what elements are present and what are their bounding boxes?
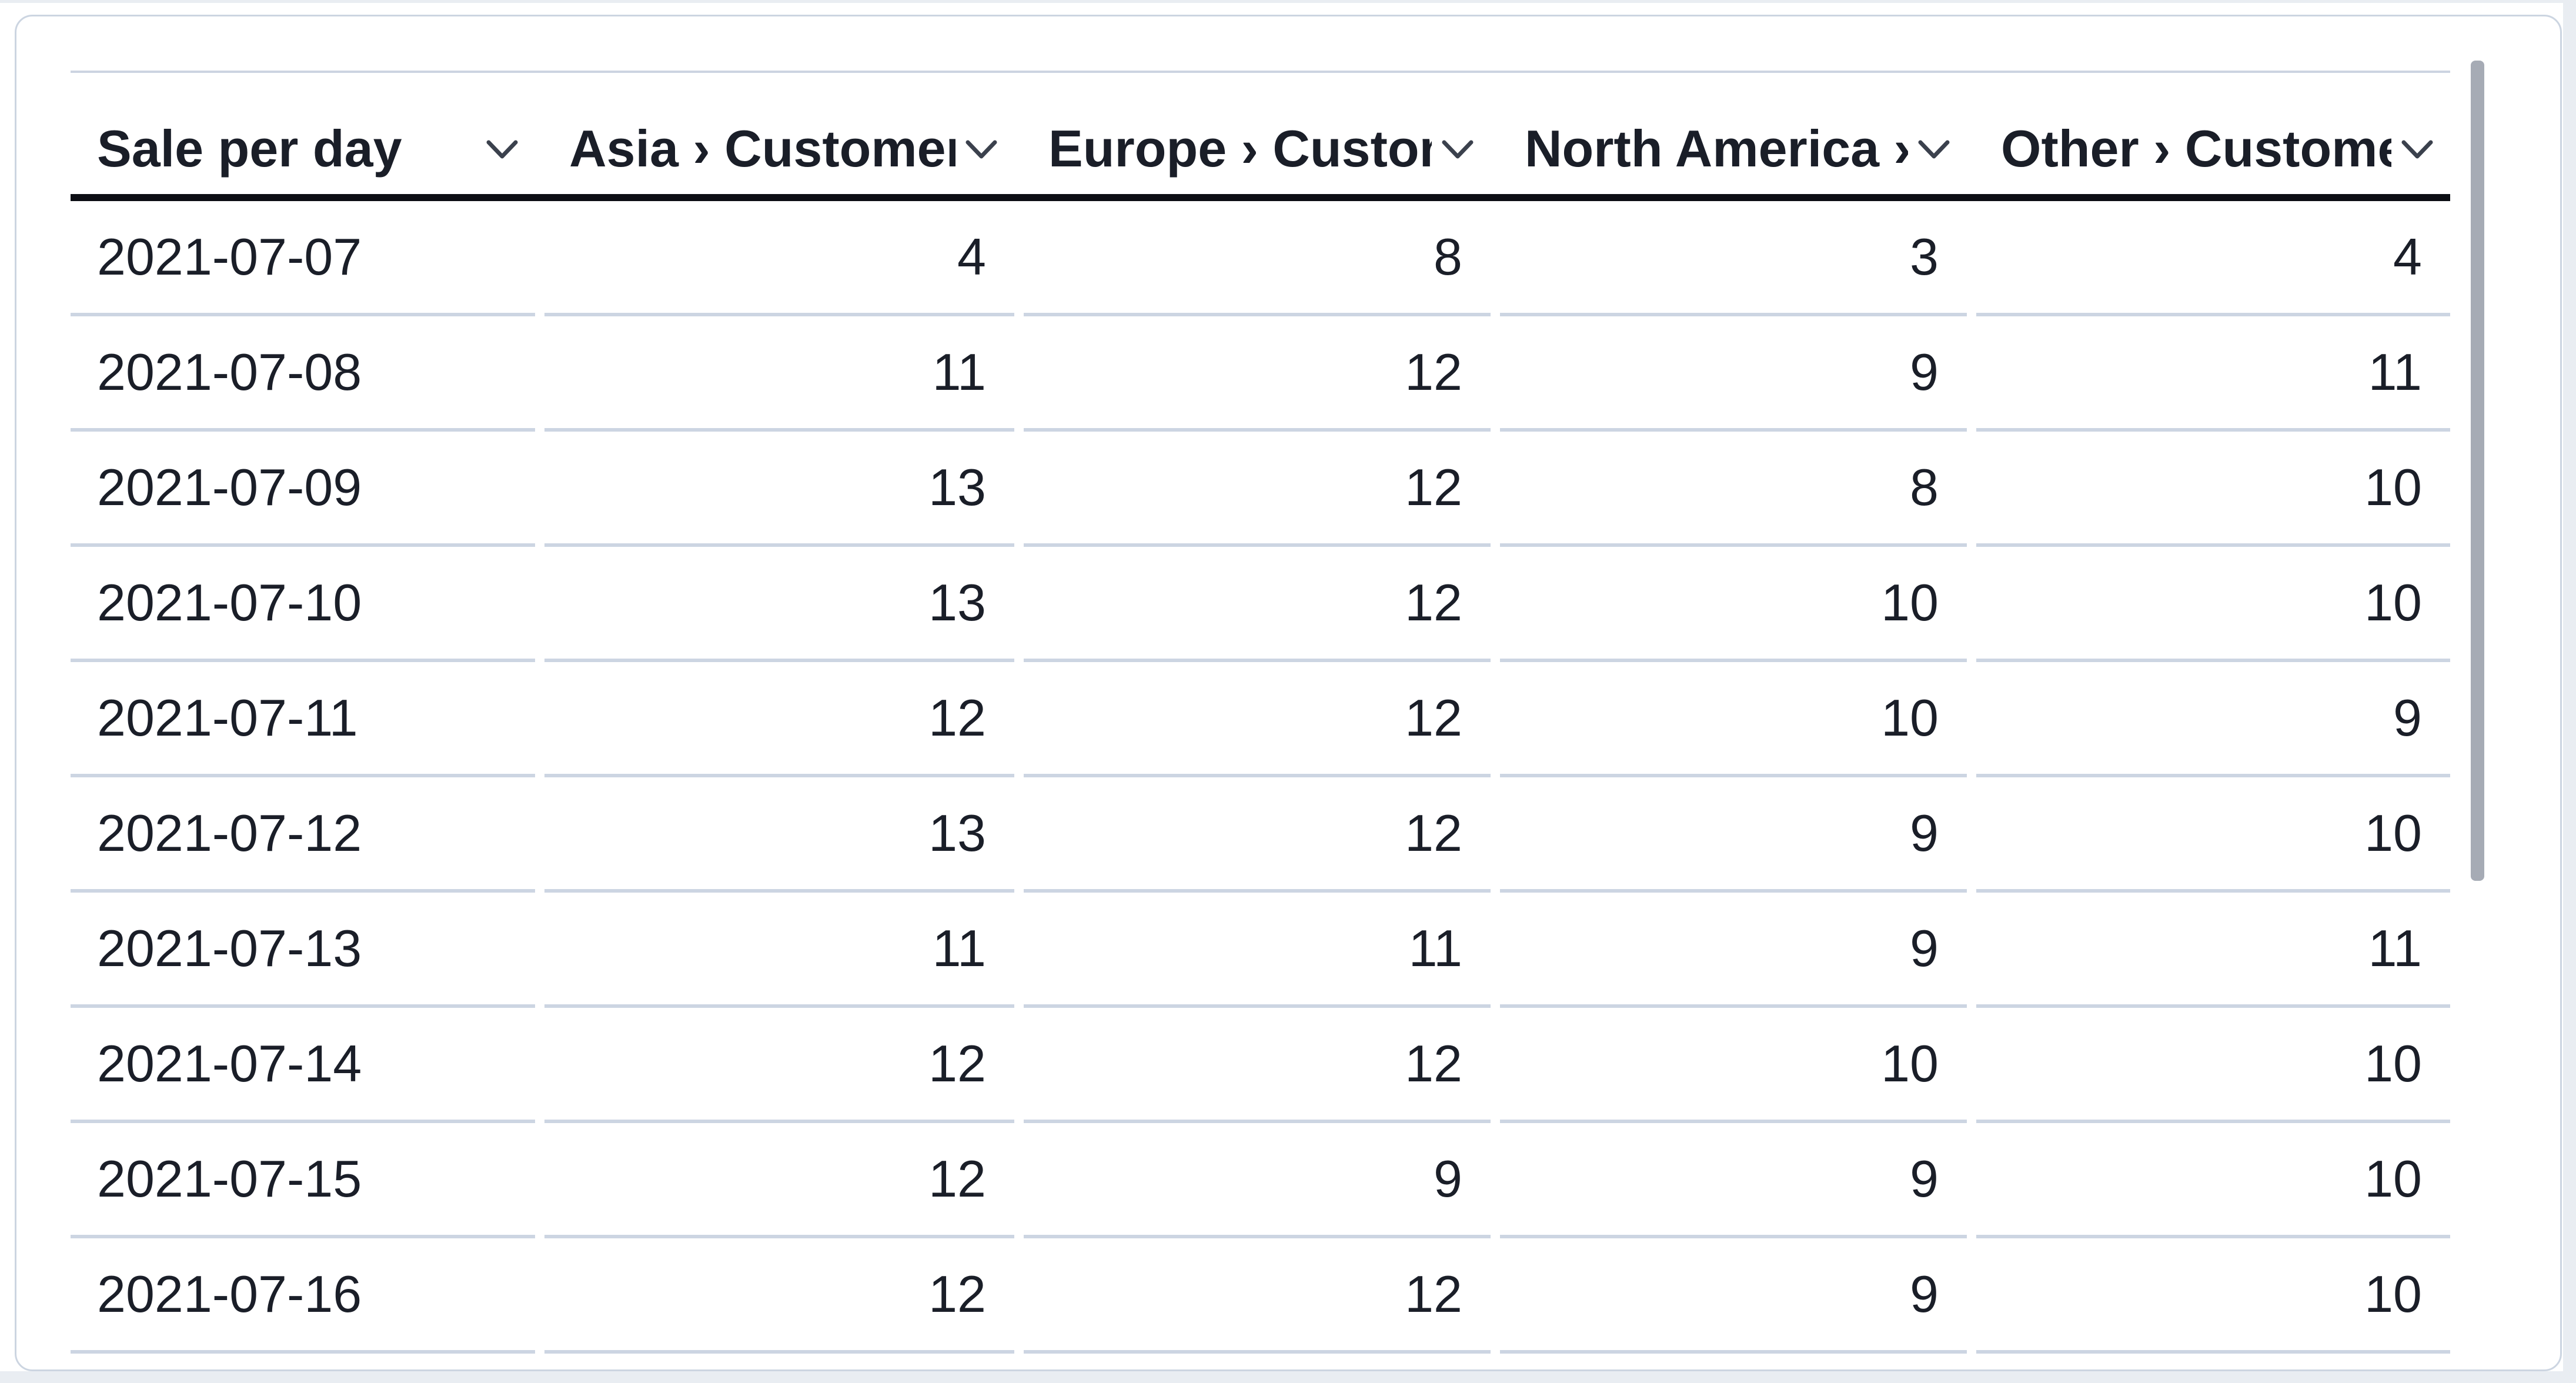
- value-cell: 10: [1976, 547, 2450, 662]
- value-cell: 12: [1024, 547, 1491, 662]
- table-row: 2021-07-09 13 12 8 10: [71, 432, 2450, 547]
- value-cell: 10: [1976, 1238, 2450, 1354]
- value-cell: 12: [1024, 432, 1491, 547]
- date-cell: 2021-07-07: [71, 201, 535, 316]
- value-cell: 12: [1024, 316, 1491, 432]
- window-edge-bottom: [0, 1371, 2576, 1383]
- table-row: 2021-07-10 13 12 10 10: [71, 547, 2450, 662]
- value-cell: 10: [1976, 432, 2450, 547]
- column-header-other[interactable]: Other › Customers: [1976, 73, 2450, 194]
- table-row: 2021-07-07 4 8 3 4: [71, 201, 2450, 316]
- value-cell: 8: [1024, 201, 1491, 316]
- value-cell: 11: [1976, 893, 2450, 1008]
- chevron-down-icon[interactable]: [2401, 138, 2434, 160]
- table-row: 2021-07-08 11 12 9 11: [71, 316, 2450, 432]
- value-cell: 9: [1024, 1123, 1491, 1238]
- column-header-label: Asia › Customers: [569, 119, 955, 178]
- window-edge-right: [2563, 0, 2576, 1383]
- value-cell: 13: [544, 547, 1014, 662]
- date-cell: 2021-07-14: [71, 1008, 535, 1123]
- value-cell: 3: [1500, 201, 1967, 316]
- table-row: 2021-07-11 12 12 10 9: [71, 662, 2450, 777]
- table-row: 2021-07-12 13 12 9 10: [71, 777, 2450, 893]
- column-header-sale_per_day[interactable]: Sale per day: [71, 73, 535, 194]
- date-cell: 2021-07-12: [71, 777, 535, 893]
- date-cell: 2021-07-11: [71, 662, 535, 777]
- chevron-down-icon[interactable]: [965, 138, 998, 160]
- value-cell: 13: [544, 432, 1014, 547]
- date-cell: 2021-07-10: [71, 547, 535, 662]
- date-cell: 2021-07-15: [71, 1123, 535, 1238]
- value-cell: 13: [544, 777, 1014, 893]
- column-header-label: Sale per day: [97, 119, 402, 178]
- value-cell: 12: [544, 1123, 1014, 1238]
- window-edge-top: [0, 0, 2576, 3]
- date-cell: 2021-07-16: [71, 1238, 535, 1354]
- value-cell: 12: [1024, 662, 1491, 777]
- value-cell: 4: [544, 201, 1014, 316]
- column-header-north_america[interactable]: North America › Customers: [1500, 73, 1967, 194]
- chevron-down-icon[interactable]: [486, 138, 519, 160]
- date-cell: 2021-07-13: [71, 893, 535, 1008]
- vertical-scrollbar-thumb[interactable]: [2471, 61, 2484, 881]
- date-cell: 2021-07-08: [71, 316, 535, 432]
- column-header-asia[interactable]: Asia › Customers: [544, 73, 1014, 194]
- table-card: Sale per day Asia › Customers Europe › Cus…: [15, 15, 2562, 1371]
- value-cell: 12: [544, 1238, 1014, 1354]
- value-cell: 10: [1500, 1008, 1967, 1123]
- column-header-label: Europe › Customers: [1048, 119, 1432, 178]
- column-header-label: Other › Customers: [2001, 119, 2391, 178]
- column-header-label: North America › Customers: [1525, 119, 1908, 178]
- column-header-europe[interactable]: Europe › Customers: [1024, 73, 1491, 194]
- table-row: 2021-07-13 11 11 9 11: [71, 893, 2450, 1008]
- table-header-row: Sale per day Asia › Customers Europe › Cus…: [71, 71, 2450, 201]
- value-cell: 8: [1500, 432, 1967, 547]
- value-cell: 12: [1024, 777, 1491, 893]
- value-cell: 10: [1500, 547, 1967, 662]
- value-cell: 9: [1500, 1123, 1967, 1238]
- value-cell: 12: [1024, 1238, 1491, 1354]
- table-row: 2021-07-16 12 12 9 10: [71, 1238, 2450, 1354]
- data-table: Sale per day Asia › Customers Europe › Cus…: [71, 71, 2450, 1354]
- value-cell: 10: [1976, 1123, 2450, 1238]
- value-cell: 9: [1500, 893, 1967, 1008]
- table-body: 2021-07-07 4 8 3 4 2021-07-08 11 12 9 11 2021-07-0…: [71, 201, 2450, 1354]
- value-cell: 12: [1024, 1008, 1491, 1123]
- value-cell: 12: [544, 662, 1014, 777]
- value-cell: 11: [1976, 316, 2450, 432]
- chevron-down-icon[interactable]: [1917, 138, 1950, 160]
- value-cell: 9: [1500, 1238, 1967, 1354]
- table-row: 2021-07-15 12 9 9 10: [71, 1123, 2450, 1238]
- value-cell: 10: [1976, 777, 2450, 893]
- value-cell: 12: [544, 1008, 1014, 1123]
- value-cell: 11: [1024, 893, 1491, 1008]
- value-cell: 10: [1976, 1008, 2450, 1123]
- value-cell: 11: [544, 316, 1014, 432]
- value-cell: 9: [1976, 662, 2450, 777]
- value-cell: 11: [544, 893, 1014, 1008]
- value-cell: 10: [1500, 662, 1967, 777]
- date-cell: 2021-07-09: [71, 432, 535, 547]
- chevron-down-icon[interactable]: [1441, 138, 1474, 160]
- value-cell: 9: [1500, 316, 1967, 432]
- value-cell: 9: [1500, 777, 1967, 893]
- value-cell: 4: [1976, 201, 2450, 316]
- table-row: 2021-07-14 12 12 10 10: [71, 1008, 2450, 1123]
